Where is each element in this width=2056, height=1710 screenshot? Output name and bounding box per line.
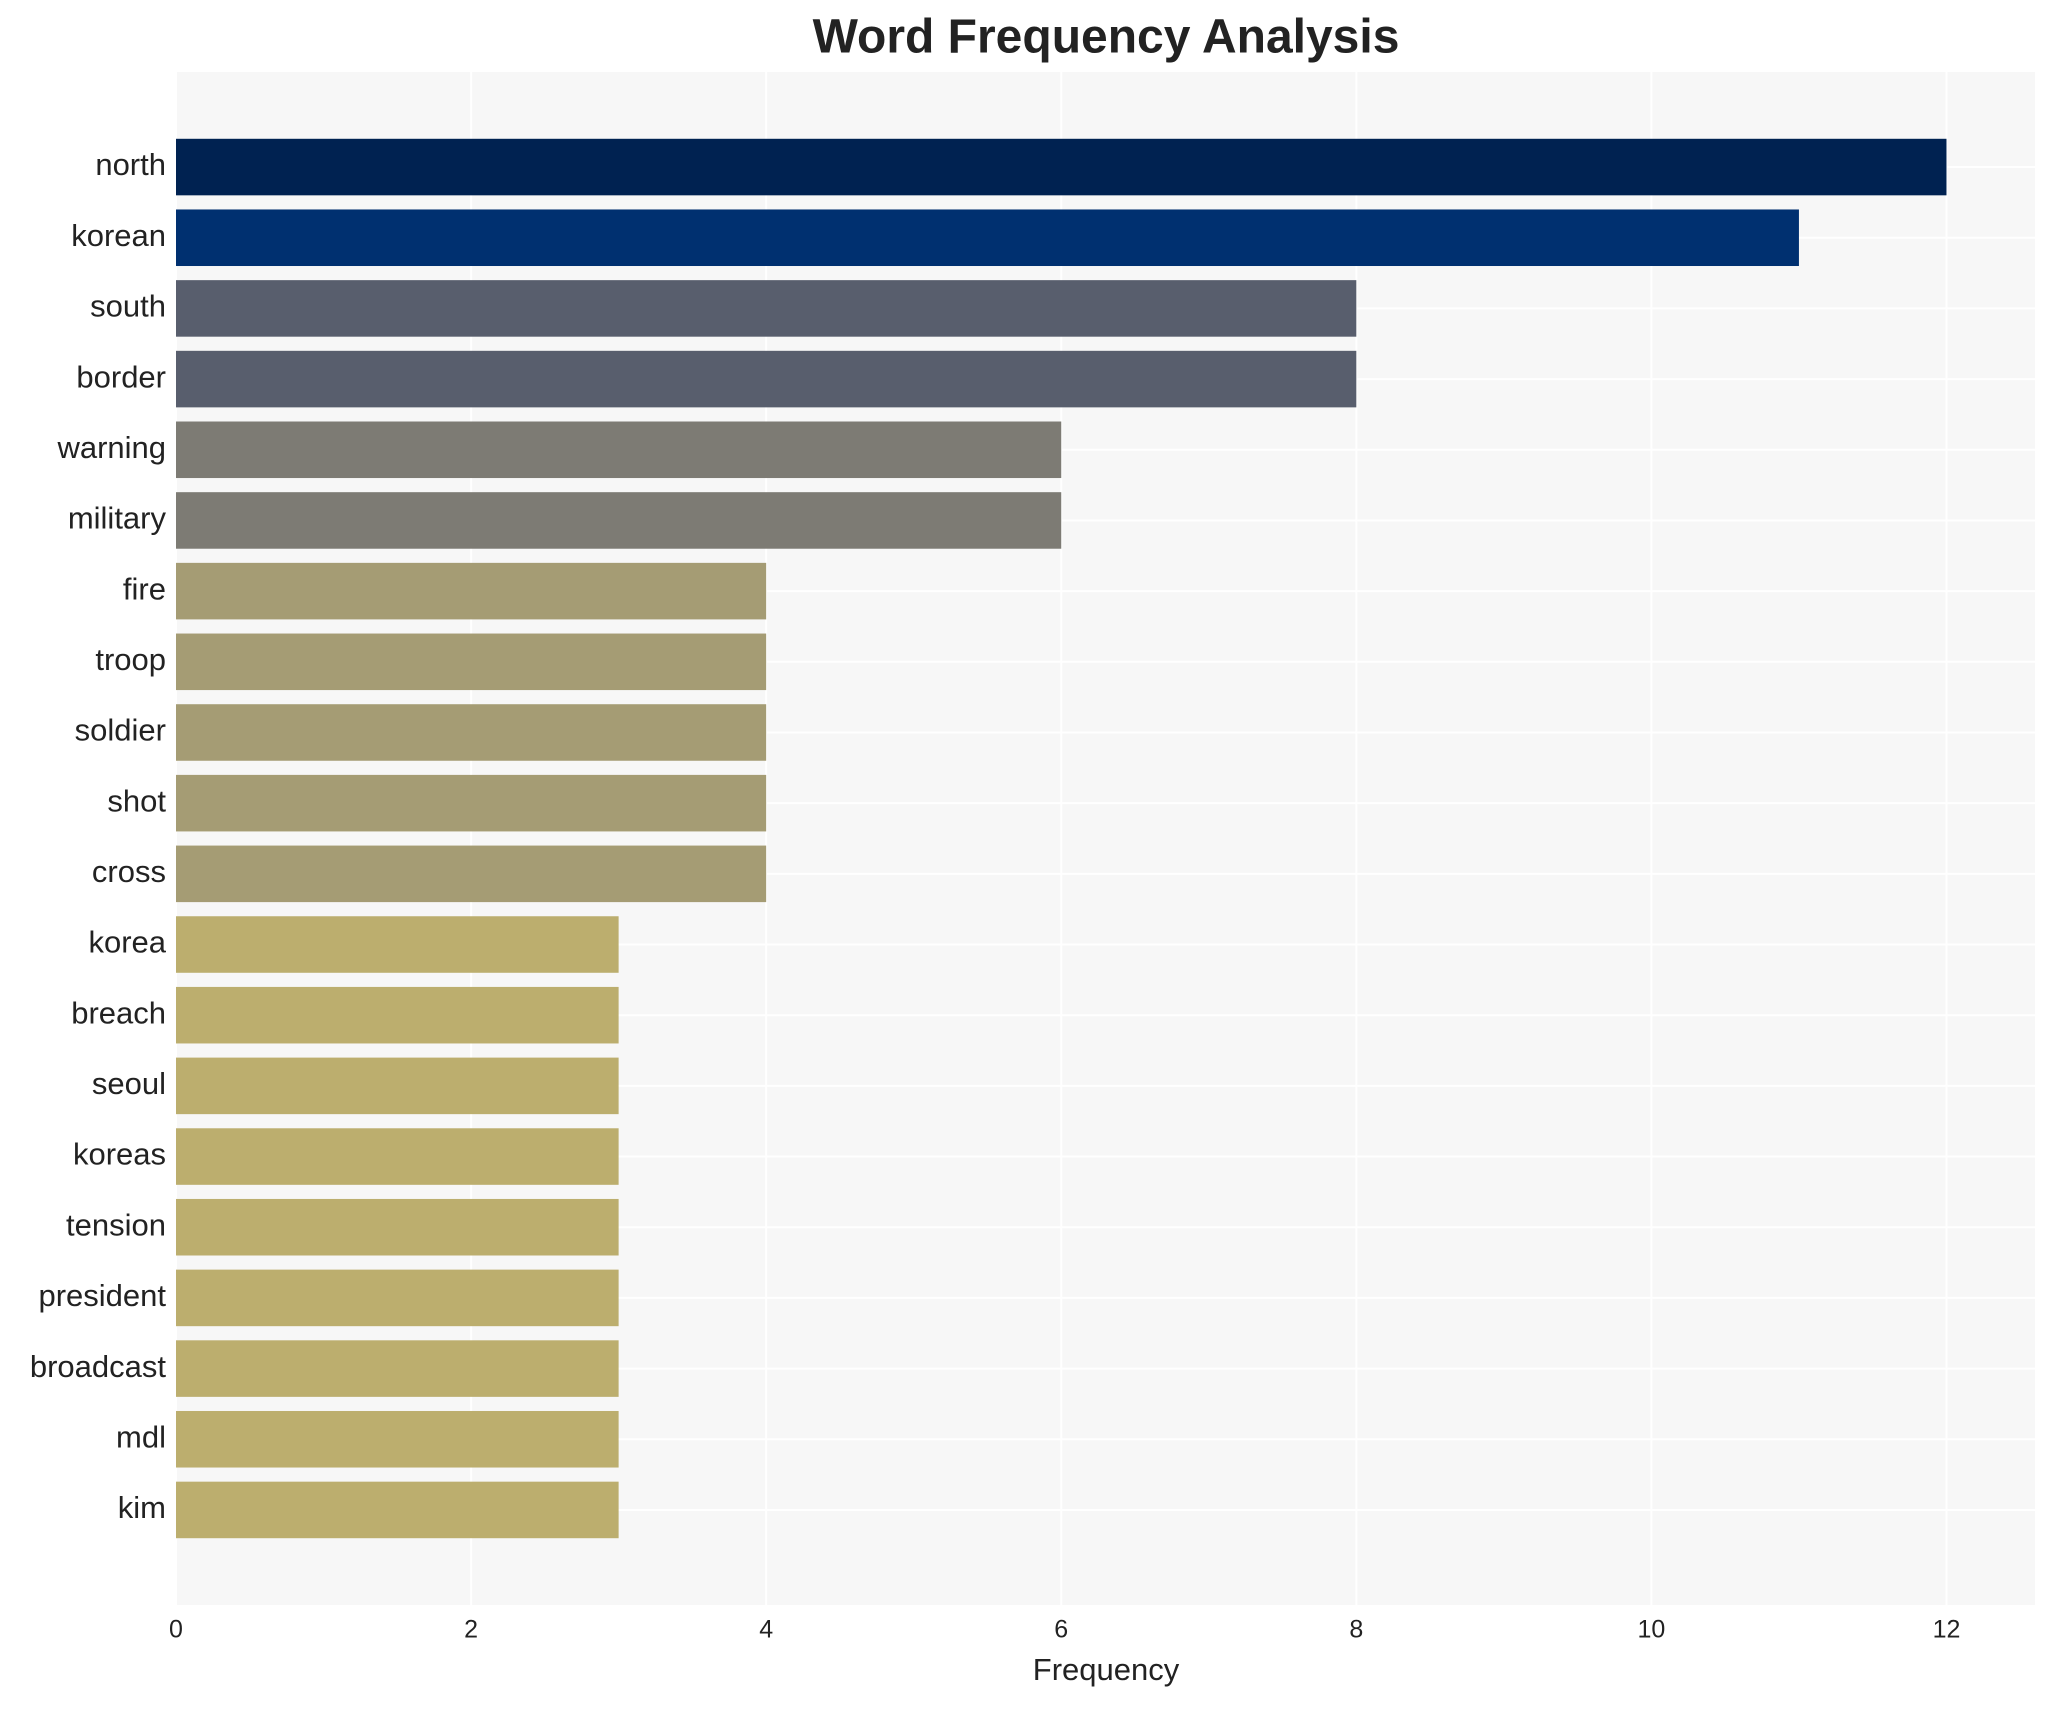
y-tick-label: shot: [107, 783, 166, 818]
x-axis-label: Frequency: [1033, 1652, 1180, 1687]
bar: [176, 986, 619, 1044]
x-tick-label: 10: [1637, 1616, 1665, 1644]
bar: [176, 1481, 619, 1539]
y-tick-label: mdl: [116, 1419, 166, 1454]
y-tick-label: tension: [66, 1207, 166, 1242]
x-tick-label: 12: [1933, 1616, 1961, 1644]
chart-title: Word Frequency Analysis: [813, 11, 1400, 64]
y-tick-label: kim: [118, 1490, 166, 1525]
y-tick-label: breach: [71, 995, 166, 1030]
y-tick-label: south: [90, 289, 166, 324]
y-tick-label: cross: [92, 854, 166, 889]
x-tick-label: 6: [1054, 1616, 1068, 1644]
y-tick-label: korea: [88, 925, 166, 960]
bar: [176, 421, 1062, 479]
bar: [176, 845, 767, 903]
y-tick-label: troop: [95, 642, 166, 677]
bar: [176, 1340, 619, 1397]
y-tick-label: korean: [71, 218, 166, 253]
y-tick-label: koreas: [73, 1137, 166, 1172]
y-tick-label: president: [38, 1278, 166, 1313]
bar: [176, 774, 767, 832]
y-tick-label: north: [95, 147, 166, 182]
bar: [176, 1128, 619, 1185]
bar: [176, 562, 767, 620]
y-tick-label: warning: [56, 430, 166, 465]
y-tick-label: seoul: [92, 1066, 166, 1101]
bar: [176, 350, 1357, 408]
y-tick-label: military: [68, 501, 167, 536]
bar: [176, 280, 1357, 337]
x-tick-label: 2: [464, 1616, 478, 1644]
bar: [176, 492, 1062, 549]
y-tick-label: border: [76, 359, 166, 394]
x-tick-label: 8: [1349, 1616, 1363, 1644]
y-tick-label: soldier: [75, 713, 166, 748]
y-tick-label: broadcast: [30, 1349, 167, 1384]
bar: [176, 704, 767, 761]
bar: [176, 1198, 619, 1256]
bar: [176, 1057, 619, 1115]
x-tick-label: 0: [169, 1616, 183, 1644]
bar: [176, 209, 1799, 267]
bar: [176, 1410, 619, 1468]
x-tick-label: 4: [759, 1616, 773, 1644]
bar: [176, 1269, 619, 1327]
bar: [176, 138, 1947, 196]
bar: [176, 916, 619, 973]
bar: [176, 633, 767, 691]
y-tick-label: fire: [123, 571, 166, 606]
